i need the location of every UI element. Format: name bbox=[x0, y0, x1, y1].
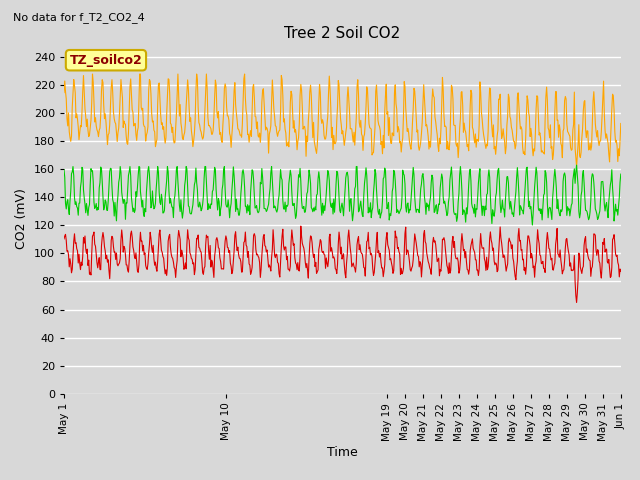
X-axis label: Time: Time bbox=[327, 446, 358, 459]
Text: TZ_soilco2: TZ_soilco2 bbox=[70, 54, 142, 67]
Text: No data for f_T2_CO2_4: No data for f_T2_CO2_4 bbox=[13, 12, 145, 23]
Title: Tree 2 Soil CO2: Tree 2 Soil CO2 bbox=[284, 25, 401, 41]
Y-axis label: CO2 (mV): CO2 (mV) bbox=[15, 188, 28, 249]
